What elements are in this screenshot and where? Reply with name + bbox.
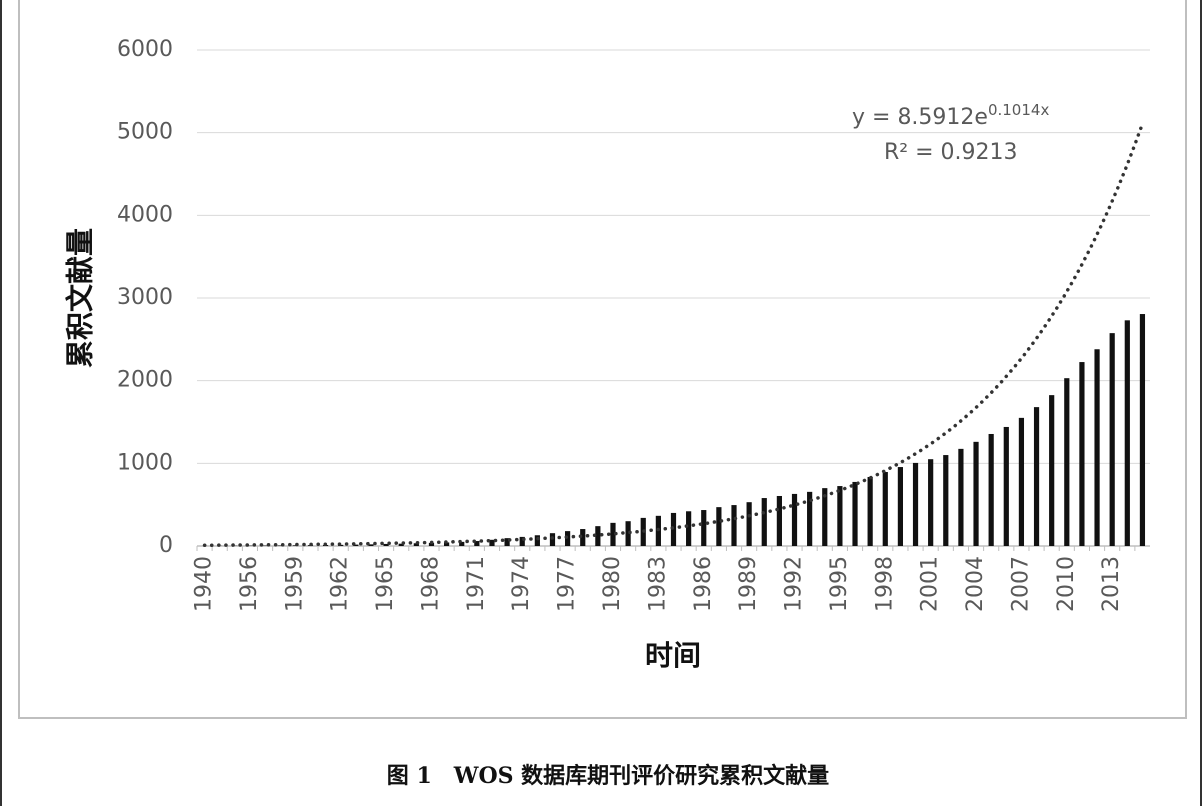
x-tick-label: 1992 — [782, 556, 807, 612]
y-tick-label: 2000 — [117, 368, 173, 393]
x-axis-title: 时间 — [645, 639, 701, 672]
x-tick-label: 1971 — [464, 556, 489, 612]
bar — [973, 442, 978, 546]
x-tick-label: 1983 — [645, 556, 670, 612]
bar — [989, 434, 994, 546]
y-tick-label: 6000 — [117, 37, 173, 62]
bar — [792, 494, 797, 546]
x-tick-label: 2010 — [1054, 556, 1079, 612]
bar — [535, 535, 540, 546]
bar — [731, 505, 736, 546]
x-tick-label: 1956 — [237, 556, 262, 612]
x-tick-label: 1959 — [282, 556, 307, 612]
x-tick-label: 1998 — [872, 556, 897, 612]
bar — [852, 482, 857, 546]
x-tick-label: 1986 — [691, 556, 716, 612]
bar — [943, 455, 948, 546]
x-tick-label: 1940 — [192, 556, 217, 612]
bar — [868, 477, 873, 546]
bar — [701, 510, 706, 546]
bar — [1094, 349, 1099, 546]
bar — [837, 486, 842, 546]
x-tick-label: 2004 — [963, 556, 988, 612]
trend-equation-exponent: 0.1014x — [988, 101, 1049, 119]
bar — [686, 511, 691, 546]
bar — [1034, 407, 1039, 546]
x-tick-label: 1995 — [827, 556, 852, 612]
y-tick-label: 4000 — [117, 202, 173, 227]
bar — [1049, 395, 1054, 546]
x-tick-label: 2001 — [918, 556, 943, 612]
bar — [1079, 362, 1084, 546]
bar — [716, 507, 721, 546]
bar — [777, 496, 782, 546]
bar — [898, 467, 903, 546]
x-tick-label: 1989 — [736, 556, 761, 612]
y-tick-label: 3000 — [117, 285, 173, 310]
bar — [1064, 378, 1069, 546]
bar — [958, 449, 963, 546]
bar — [1019, 418, 1024, 546]
y-tick-label: 5000 — [117, 120, 173, 145]
x-tick-label: 1962 — [328, 556, 353, 612]
bar — [883, 472, 888, 546]
bar — [1004, 427, 1009, 546]
bar — [1125, 320, 1130, 546]
y-tick-label: 1000 — [117, 450, 173, 475]
x-tick-label: 2013 — [1099, 556, 1124, 612]
bar — [762, 498, 767, 546]
x-tick-label: 2007 — [1008, 556, 1033, 612]
bar — [1140, 314, 1145, 546]
x-tick-label: 1977 — [555, 556, 580, 612]
x-tick-label: 1965 — [373, 556, 398, 612]
bar — [913, 463, 918, 546]
x-tick-label: 1974 — [509, 556, 534, 612]
caption: 图 1 WOS 数据库期刊评价研究累积文献量 — [387, 763, 829, 789]
bar — [1110, 333, 1115, 546]
bar — [928, 459, 933, 546]
x-tick-label: 1980 — [600, 556, 625, 612]
y-tick-label: 0 — [159, 533, 173, 558]
y-axis-title: 累积文献量 — [64, 228, 97, 368]
x-tick-label: 1968 — [418, 556, 443, 612]
trend-equation-base: y = 8.5912e — [852, 105, 988, 130]
bar — [747, 502, 752, 546]
trend-r2: R² = 0.9213 — [884, 140, 1018, 165]
